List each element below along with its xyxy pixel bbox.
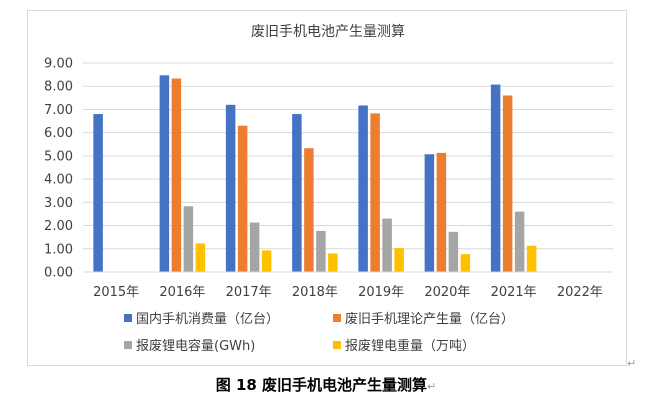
legend-swatch xyxy=(333,341,341,349)
bar-1-2 xyxy=(159,75,170,273)
paragraph-return-mark: ↵ xyxy=(627,357,637,370)
x-tick-label: 2022年 xyxy=(557,285,603,300)
bar-4-6 xyxy=(460,254,471,272)
legend-label: 报废锂电重量（万吨） xyxy=(345,338,475,354)
bars xyxy=(93,75,537,273)
bar-4-5 xyxy=(394,248,404,272)
x-axis-tick-labels: 2015年 2016年 2017年 2018年 2019年 2020年 2021年 2022年 xyxy=(93,285,603,300)
legend-swatch xyxy=(333,314,341,322)
y-tick-label: 5.00 xyxy=(44,149,73,164)
legend: 国内手机消费量（亿台） 废旧手机理论产生量（亿台） 报废锂电容量(GWh) 报废锂电重… xyxy=(124,311,514,354)
figure-caption-text: 图 18 废旧手机电池产生量测算 xyxy=(215,376,428,394)
bar-3-3 xyxy=(249,222,260,272)
legend-label: 废旧手机理论产生量（亿台） xyxy=(345,311,514,327)
y-tick-label: 9.00 xyxy=(44,57,73,72)
bar-1-6 xyxy=(424,154,435,272)
y-tick-label: 3.00 xyxy=(44,196,73,211)
y-tick-label: 2.00 xyxy=(44,219,73,234)
legend-label: 国内手机消费量（亿台） xyxy=(136,311,279,327)
gridlines xyxy=(83,62,613,250)
legend-swatch xyxy=(124,341,132,349)
bar-2-2 xyxy=(171,78,182,272)
bar-1-1 xyxy=(93,114,103,272)
bar-4-3 xyxy=(261,250,272,272)
bar-1-7 xyxy=(490,84,501,272)
bar-3-4 xyxy=(316,230,326,272)
bar-4-2 xyxy=(195,243,206,272)
y-tick-label: 4.00 xyxy=(44,173,73,188)
bar-2-6 xyxy=(436,152,447,272)
bar-1-3 xyxy=(225,104,236,272)
x-tick-label: 2016年 xyxy=(159,285,205,300)
legend-label: 报废锂电容量(GWh) xyxy=(136,338,255,354)
bar-2-7 xyxy=(502,95,513,272)
bar-1-4 xyxy=(292,114,302,272)
x-tick-label: 2019年 xyxy=(358,285,404,300)
y-axis-tick-labels: 0.00 1.00 2.00 3.00 4.00 5.00 6.00 7.00 8.00 9.00 xyxy=(44,57,73,281)
x-tick-label: 2021年 xyxy=(491,285,537,300)
bar-3-5 xyxy=(382,218,392,272)
bar-2-4 xyxy=(304,148,314,272)
bar-4-4 xyxy=(328,253,338,272)
x-tick-label: 2018年 xyxy=(292,285,338,300)
chart-title: 废旧手机电池产生量测算 xyxy=(251,24,405,40)
bar-2-3 xyxy=(237,125,248,272)
x-tick-label: 2020年 xyxy=(424,285,470,300)
y-tick-label: 0.00 xyxy=(44,266,73,281)
x-tick-label: 2017年 xyxy=(226,285,272,300)
caption-return-mark: ↵ xyxy=(427,380,437,393)
y-tick-label: 7.00 xyxy=(44,103,73,118)
bar-2-5 xyxy=(370,113,380,273)
chart-frame: 废旧手机电池产生量测算 0.00 1.00 2.00 3.00 4.00 5.00 6.00… xyxy=(27,10,627,366)
bar-3-2 xyxy=(183,206,194,272)
y-tick-label: 1.00 xyxy=(44,242,73,257)
figure-caption: 图 18 废旧手机电池产生量测算↵ xyxy=(0,374,652,395)
bar-4-7 xyxy=(526,245,537,272)
bar-1-5 xyxy=(358,105,368,272)
bar-3-7 xyxy=(514,211,525,272)
y-tick-label: 8.00 xyxy=(44,80,73,95)
bar-3-6 xyxy=(448,231,459,272)
legend-swatch xyxy=(124,314,132,322)
x-tick-label: 2015年 xyxy=(93,285,139,300)
bar-chart: 废旧手机电池产生量测算 0.00 1.00 2.00 3.00 4.00 5.00 6.00… xyxy=(44,24,613,354)
y-tick-label: 6.00 xyxy=(44,126,73,141)
